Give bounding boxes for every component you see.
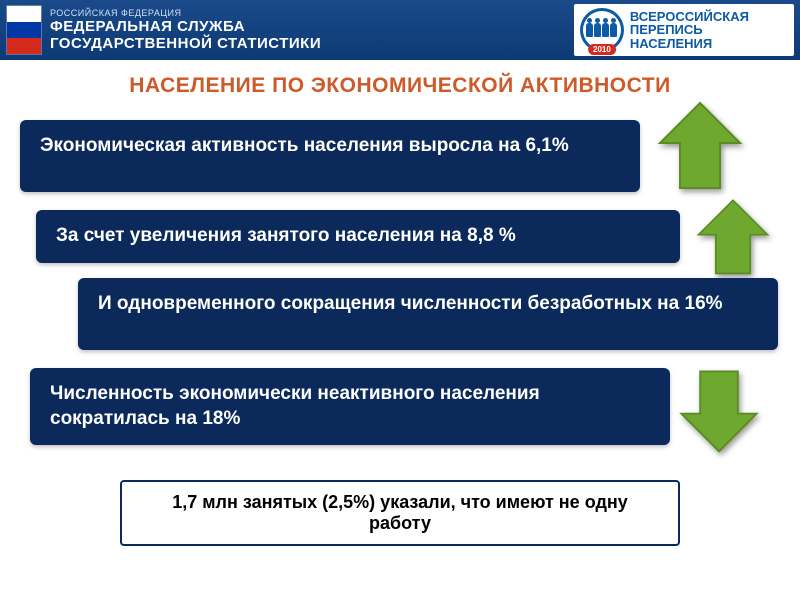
stat-bar-3: Численность экономически неактивного нас…: [30, 368, 670, 445]
arrow-up-icon: [690, 196, 776, 282]
census-year-badge: 2010: [588, 44, 616, 55]
census-logo-block: 2010 ВСЕРОССИЙСКАЯ ПЕРЕПИСЬ НАСЕЛЕНИЯ: [574, 4, 794, 56]
header: РОССИЙСКАЯ ФЕДЕРАЦИЯ ФЕДЕРАЛЬНАЯ СЛУЖБА …: [0, 0, 800, 60]
arrow-up-icon: [650, 98, 750, 198]
org-line3: ГОСУДАРСТВЕННОЙ СТАТИСТИКИ: [50, 35, 321, 52]
stat-bar-2: И одновременного сокращения численности …: [78, 278, 778, 350]
org-line1: РОССИЙСКАЯ ФЕДЕРАЦИЯ: [50, 8, 321, 18]
census-line1: ВСЕРОССИЙСКАЯ: [630, 10, 788, 24]
census-line2: ПЕРЕПИСЬ НАСЕЛЕНИЯ: [630, 23, 788, 50]
org-text: РОССИЙСКАЯ ФЕДЕРАЦИЯ ФЕДЕРАЛЬНАЯ СЛУЖБА …: [50, 8, 321, 53]
census-text: ВСЕРОССИЙСКАЯ ПЕРЕПИСЬ НАСЕЛЕНИЯ: [630, 10, 788, 51]
org-line2: ФЕДЕРАЛЬНАЯ СЛУЖБА: [50, 18, 321, 35]
arrow-down-icon: [672, 362, 766, 456]
census-logo-icon: 2010: [580, 8, 624, 52]
slide-title: НАСЕЛЕНИЕ ПО ЭКОНОМИЧЕСКОЙ АКТИВНОСТИ: [0, 74, 800, 98]
stat-bar-1: За счет увеличения занятого населения на…: [36, 210, 680, 263]
stat-bar-0: Экономическая активность населения вырос…: [20, 120, 640, 192]
footer-callout: 1,7 млн занятых (2,5%) указали, что имею…: [120, 480, 680, 546]
flag-icon: [6, 5, 42, 55]
